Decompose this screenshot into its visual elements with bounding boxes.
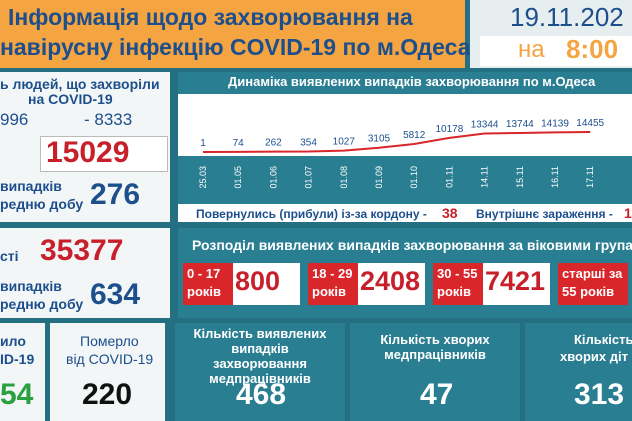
cases-total: 15029 — [46, 136, 130, 169]
value-label: 262 — [265, 138, 282, 149]
title: навірусну інфекцію COVID-19 по м.Одеса — [0, 34, 471, 60]
contacts-label: сті — [0, 248, 19, 264]
header-box — [0, 0, 465, 68]
age-label: років — [312, 284, 346, 299]
abroad-value: 38 — [442, 205, 458, 221]
children-panel — [525, 323, 632, 421]
women: - 8333 — [84, 110, 133, 129]
daily-label: випадків — [0, 178, 62, 194]
recovered-value: 54 — [0, 378, 34, 411]
value-label: 354 — [300, 138, 317, 149]
date-label: 01.05 — [233, 166, 243, 189]
value-label: 1 — [200, 138, 206, 149]
age-title: Розподіл виявлених випадків захворювання… — [192, 237, 632, 253]
age-label: 0 - 17 — [187, 266, 221, 281]
daily-label: випадків — [0, 278, 62, 294]
local-value: 1 — [624, 205, 632, 221]
age-label: старші за — [562, 266, 623, 281]
deaths-label: Померло — [80, 333, 139, 349]
date-label: 01.10 — [409, 166, 419, 189]
age-label: 55 років — [562, 284, 615, 299]
date-strip — [178, 156, 632, 200]
time: 8:00 — [566, 34, 619, 64]
medics-label: Кількість виявлених випадків захворюванн… — [193, 326, 327, 386]
age-label-box — [433, 263, 483, 305]
medics-panel — [175, 323, 345, 421]
title: Інформація щодо захворювання на — [8, 4, 413, 30]
sick-medics-panel — [350, 323, 520, 421]
sick-medics-label: Кількість хворих медпрацівників — [380, 332, 490, 362]
recovered-label: ило — [0, 333, 26, 349]
value-label: 10178 — [435, 124, 463, 135]
recovered-panel — [0, 323, 45, 421]
sick-medics-value: 47 — [420, 378, 454, 411]
value-label: 13744 — [506, 119, 534, 130]
value-label: 14139 — [541, 118, 569, 129]
time-box — [480, 36, 632, 66]
trend-line — [202, 131, 591, 153]
age-label: 30 - 55 — [437, 266, 478, 281]
age-label: років — [187, 284, 221, 299]
date-label: 01.09 — [374, 166, 384, 189]
abroad-label: Повернулись (прибули) із-за кордону - — [196, 207, 427, 221]
cases-daily: 276 — [90, 178, 141, 211]
date-label: 14.11 — [480, 166, 490, 188]
date-label: 25.03 — [198, 166, 208, 189]
footer-bg — [178, 204, 632, 222]
date-label: 01.06 — [268, 166, 278, 189]
date-label: 01.07 — [304, 166, 314, 189]
trend-chart: Динаміка виявлених випадків захворювання… — [178, 72, 632, 222]
time-prefix: на — [518, 36, 545, 63]
deaths-label: від COVID-19 — [66, 351, 154, 367]
age-label: років — [437, 284, 471, 299]
age-value: 800 — [235, 266, 281, 296]
age-value: 7421 — [485, 266, 546, 296]
date-label: 01.08 — [339, 166, 349, 189]
children-label: хворих діт — [560, 349, 628, 364]
date-label: 17.11 — [585, 166, 595, 188]
deaths-value: 220 — [82, 378, 133, 411]
cases-title: ь людей, що захворіли — [0, 76, 160, 92]
cases-title: на COVID-19 — [28, 91, 113, 107]
value-label: 5812 — [403, 130, 426, 141]
value-label: 74 — [233, 138, 245, 149]
children-value: 313 — [574, 378, 625, 411]
date-label: 16.11 — [550, 166, 560, 188]
age-value: 2408 — [360, 266, 421, 296]
medics-value: 468 — [236, 378, 287, 411]
deaths-panel — [50, 323, 165, 421]
age-label-box — [558, 263, 628, 305]
age-label-box — [183, 263, 233, 305]
total-box — [40, 136, 168, 172]
children-label: Кількість — [574, 332, 632, 347]
men: 996 — [0, 110, 29, 129]
daily-label: редню добу — [0, 296, 84, 312]
contacts-daily: 634 — [90, 278, 141, 311]
age-label-box — [308, 263, 358, 305]
daily-label: редню добу — [0, 196, 84, 212]
chart-title: Динаміка виявлених випадків захворювання… — [228, 74, 596, 89]
contacts-panel — [0, 228, 170, 318]
contacts-total: 35377 — [40, 234, 124, 267]
age-label: 18 - 29 — [312, 266, 353, 281]
date-label: 15.11 — [515, 166, 525, 188]
value-label: 1027 — [333, 137, 356, 148]
local-label: Внутрішнє зараження - — [476, 207, 613, 221]
value-label: 14455 — [576, 118, 604, 129]
date-label: 01.11 — [444, 166, 454, 188]
recovered-label: ID-19 — [0, 351, 35, 367]
value-label: 3105 — [368, 134, 391, 145]
value-label: 13344 — [471, 120, 499, 131]
date: 19.11.202 — [510, 2, 624, 32]
